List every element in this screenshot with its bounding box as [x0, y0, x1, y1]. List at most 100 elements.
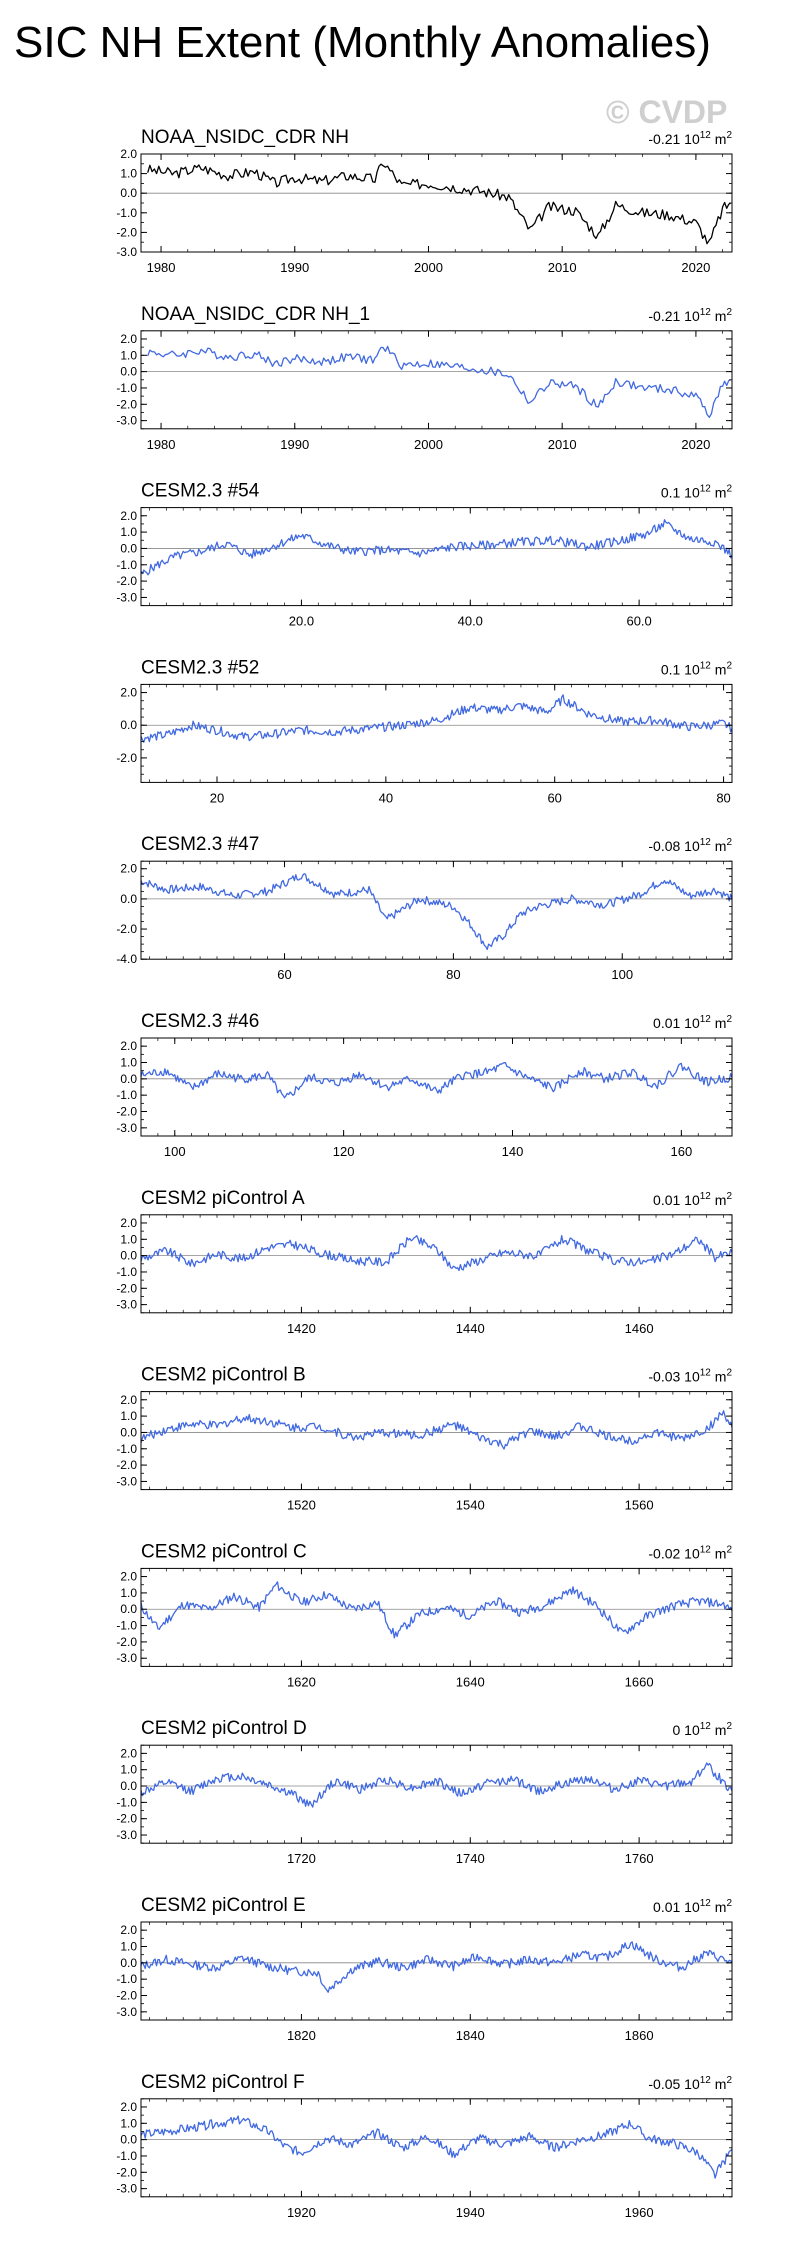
units-tail: m: [711, 131, 727, 147]
y-tick-label: 1.0: [120, 1763, 137, 1777]
units-superscript: 2: [726, 2075, 732, 2086]
plot-frame: [140, 1744, 733, 1844]
y-tick-label: -1.0: [116, 1795, 137, 1809]
y-tick-label: 0.0: [120, 892, 137, 906]
chart-panel: CESM2.3 #52 0.1 1012 m2 -2.0 0.0 2.0 20 40 60 80: [116, 657, 733, 805]
plot-frame: [140, 683, 733, 783]
y-tick-label: -3.0: [116, 2182, 137, 2196]
units-exponent: 12: [700, 307, 712, 318]
chart-panel: CESM2 piControl F -0.05 1012 m2 -3.0 -2.0 -1…: [116, 2072, 733, 2220]
x-tick-label: 1720: [287, 1851, 316, 1866]
units-exponent: 12: [700, 1191, 712, 1202]
y-tick-label: 2.0: [120, 862, 137, 876]
panel-title: CESM2 piControl C: [141, 1541, 307, 1562]
plot-frame: [140, 1214, 733, 1314]
series-line: [140, 519, 733, 576]
y-tick-label: 0.0: [120, 186, 137, 200]
y-tick-label: -1.0: [116, 558, 137, 572]
x-tick-label: 1980: [147, 260, 176, 275]
chart-panel: CESM2 piControl C -0.02 1012 m2 -3.0 -2.0 -1…: [116, 1541, 733, 1689]
x-tick-label: 1560: [625, 1498, 654, 1513]
chart-panel: CESM2 piControl A 0.01 1012 m2 -3.0 -2.0 -1.…: [116, 1188, 733, 1336]
x-tick-label: 1540: [456, 1498, 485, 1513]
plot-frame: [140, 1037, 733, 1137]
x-tick-label: 1940: [456, 2205, 485, 2220]
x-tick-label: 1420: [287, 1321, 316, 1336]
series-line: [147, 345, 731, 419]
chart-panel: CESM2.3 #54 0.1 1012 m2 -3.0 -2.0 -1.0 0.0 1.0…: [116, 481, 733, 629]
y-tick-label: 2.0: [120, 509, 137, 523]
y-tick-label: 0.0: [120, 1602, 137, 1616]
stat-value: -0.05 10: [648, 2076, 700, 2092]
x-tick-label: 1860: [625, 2028, 654, 2043]
x-tick-label: 1520: [287, 1498, 316, 1513]
x-tick-label: 1640: [456, 1674, 485, 1689]
series-line: [140, 1762, 733, 1808]
units-exponent: 12: [700, 1014, 712, 1025]
x-tick-label: 1620: [287, 1674, 316, 1689]
y-tick-label: -1.0: [116, 1972, 137, 1986]
x-tick-label: 1820: [287, 2028, 316, 2043]
units-tail: m: [711, 1192, 727, 1208]
y-tick-label: 1.0: [120, 2116, 137, 2130]
panel-title: CESM2.3 #52: [141, 657, 259, 678]
y-tick-label: -2.0: [116, 1458, 137, 1472]
y-tick-label: -2.0: [116, 922, 137, 936]
x-tick-label: 1920: [287, 2205, 316, 2220]
units-exponent: 12: [700, 130, 712, 141]
y-tick-label: 2.0: [120, 1746, 137, 1760]
chart-panel: CESM2 piControl D 0 1012 m2 -3.0 -2.0 -1.0 0.…: [116, 1718, 733, 1866]
figure-title: SIC NH Extent (Monthly Anomalies): [14, 18, 711, 67]
x-tick-label: 1440: [456, 1321, 485, 1336]
y-tick-label: -1.0: [116, 1619, 137, 1633]
panel-title: CESM2.3 #46: [141, 1011, 259, 1032]
units-tail: m: [711, 485, 727, 501]
x-tick-label: 2020: [681, 437, 710, 452]
x-tick-label: 40.0: [458, 614, 483, 629]
y-tick-label: -3.0: [116, 1121, 137, 1135]
y-tick-label: 0.0: [120, 1072, 137, 1086]
y-tick-label: 2.0: [120, 1570, 137, 1584]
y-tick-label: 0.0: [120, 718, 137, 732]
chart-panel: CESM2.3 #47 -0.08 1012 m2 -4.0 -2.0 0.0 2.0 60…: [116, 834, 733, 982]
x-tick-label: 120: [333, 1144, 355, 1159]
plot-frame: [140, 330, 733, 430]
panel-title: NOAA_NSIDC_CDR NH_1: [141, 304, 370, 325]
y-tick-label: -1.0: [116, 1088, 137, 1102]
x-tick-label: 1740: [456, 1851, 485, 1866]
y-tick-label: 1.0: [120, 1409, 137, 1423]
y-tick-label: -2.0: [116, 751, 137, 765]
x-tick-label: 60: [547, 790, 561, 805]
y-tick-label: 1.0: [120, 1232, 137, 1246]
y-tick-label: -2.0: [116, 225, 137, 239]
panel-title: CESM2 piControl E: [141, 1895, 306, 1916]
y-tick-label: -3.0: [116, 1828, 137, 1842]
y-tick-label: -2.0: [116, 574, 137, 588]
x-tick-label: 2010: [548, 260, 577, 275]
stat-value: 0 10: [673, 1722, 700, 1738]
y-tick-label: 2.0: [120, 1923, 137, 1937]
y-tick-label: -3.0: [116, 2005, 137, 2019]
y-tick-label: 0.0: [120, 2133, 137, 2147]
x-tick-label: 1660: [625, 1674, 654, 1689]
units-tail: m: [711, 1899, 727, 1915]
units-superscript: 2: [726, 1368, 732, 1379]
y-tick-label: -1.0: [116, 206, 137, 220]
y-tick-label: -2.0: [116, 1812, 137, 1826]
units-superscript: 2: [726, 484, 732, 495]
units-superscript: 2: [726, 1898, 732, 1909]
x-tick-label: 40: [379, 790, 393, 805]
plot-frame: [140, 1567, 733, 1667]
chart-panel: NOAA_NSIDC_CDR NH_1 -0.21 1012 m2 -3.0 -2.0…: [116, 304, 733, 452]
x-tick-label: 140: [502, 1144, 524, 1159]
units-exponent: 12: [700, 2075, 712, 2086]
panel-title: CESM2 piControl A: [141, 1188, 305, 1209]
units-exponent: 12: [700, 1898, 712, 1909]
y-tick-label: -2.0: [116, 2165, 137, 2179]
x-tick-label: 100: [611, 967, 633, 982]
y-tick-label: -1.0: [116, 1442, 137, 1456]
stat-value: 0.1 10: [661, 485, 700, 501]
x-tick-label: 160: [670, 1144, 692, 1159]
units-tail: m: [711, 1722, 727, 1738]
y-tick-label: 2.0: [120, 332, 137, 346]
